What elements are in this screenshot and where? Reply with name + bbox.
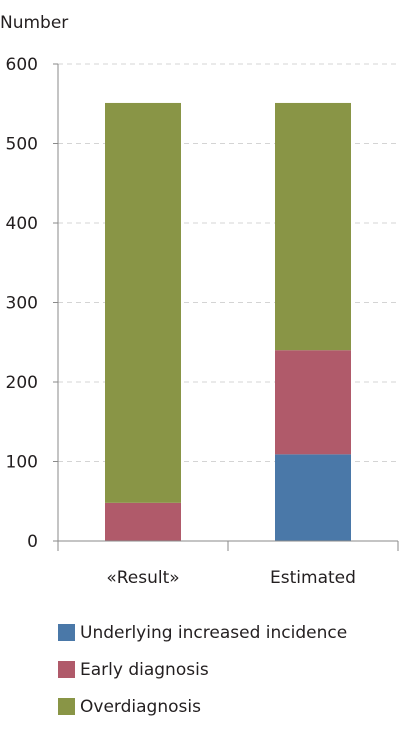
x-tick-label: Estimated [270,568,356,588]
legend-label: Underlying increased incidence [80,623,348,643]
legend-swatch [58,698,75,715]
bar-segment [105,502,181,541]
legend-label: Early diagnosis [80,660,209,680]
legend-item-underlying-increased-incidence: Underlying increased incidence [58,620,398,657]
y-tick-label: 600 [6,55,38,75]
stacked-bar-chart: Number 0 100 200 300 400 500 600 «Result» Estim… [0,13,399,588]
x-tick-label: «Result» [106,568,179,588]
y-tick-label: 0 [27,532,38,552]
y-tick-label: 400 [6,214,38,234]
y-tick-label: 200 [6,373,38,393]
legend-label: Overdiagnosis [80,697,201,717]
y-tick-label: 100 [6,453,38,473]
y-tick-label: 300 [6,294,38,314]
y-tick-label: 500 [6,135,38,155]
bars [105,102,351,541]
legend: Underlying increased incidence Early dia… [58,620,398,731]
bar-segment [275,350,351,455]
legend-item-overdiagnosis: Overdiagnosis [58,694,398,731]
x-axis: «Result» Estimated [57,540,399,588]
legend-item-early-diagnosis: Early diagnosis [58,657,398,694]
y-axis-ticks: 0 100 200 300 400 500 600 [6,55,59,552]
legend-swatch [58,624,75,641]
bar-segment [275,102,351,351]
y-axis-title: Number [0,13,68,33]
bar-segment [275,454,351,541]
bar-segment [105,102,181,503]
legend-swatch [58,661,75,678]
